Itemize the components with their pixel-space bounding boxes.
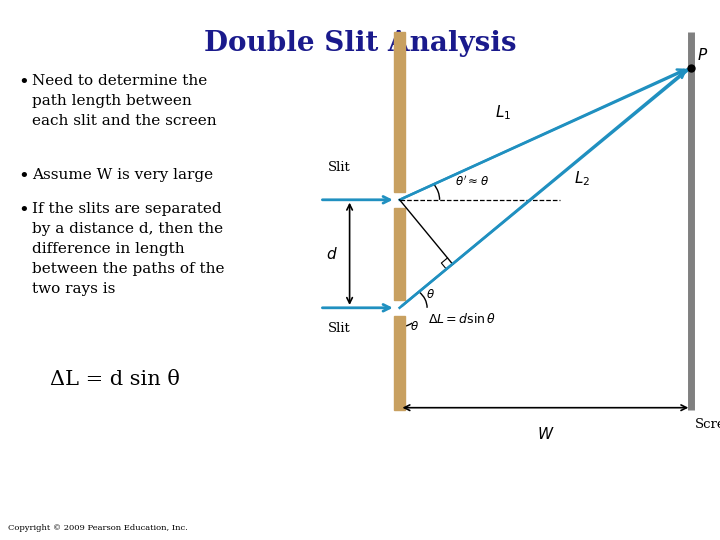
Text: Screen: Screen [696,418,720,431]
Text: ΔL = d sin θ: ΔL = d sin θ [50,370,180,389]
Text: $W$: $W$ [536,426,554,442]
Text: •: • [18,202,29,220]
Text: Slit: Slit [328,322,351,335]
Text: •: • [18,168,29,186]
Text: Assume W is very large: Assume W is very large [32,168,213,182]
Text: If the slits are separated
by a distance d, then the
difference in length
betwee: If the slits are separated by a distance… [32,202,225,296]
Text: Slit: Slit [328,161,351,174]
Text: $L_1$: $L_1$ [495,103,512,122]
Text: $d$: $d$ [325,246,338,262]
Text: $L_2$: $L_2$ [574,169,590,187]
Text: Double Slit Analysis: Double Slit Analysis [204,30,516,57]
Bar [394,32,405,192]
Text: $\theta' \approx \theta$: $\theta' \approx \theta$ [454,174,489,189]
Bar [394,208,405,300]
Text: Need to determine the
path length between
each slit and the screen: Need to determine the path length betwee… [32,74,217,128]
Text: $P$: $P$ [697,48,708,64]
Text: •: • [18,74,29,92]
Text: $\theta$: $\theta$ [410,320,418,333]
Text: $\Delta L = d\sin\theta$: $\Delta L = d\sin\theta$ [428,312,496,326]
Text: $\theta$: $\theta$ [426,288,435,301]
Bar [394,316,405,410]
Text: Copyright © 2009 Pearson Education, Inc.: Copyright © 2009 Pearson Education, Inc. [8,524,188,532]
